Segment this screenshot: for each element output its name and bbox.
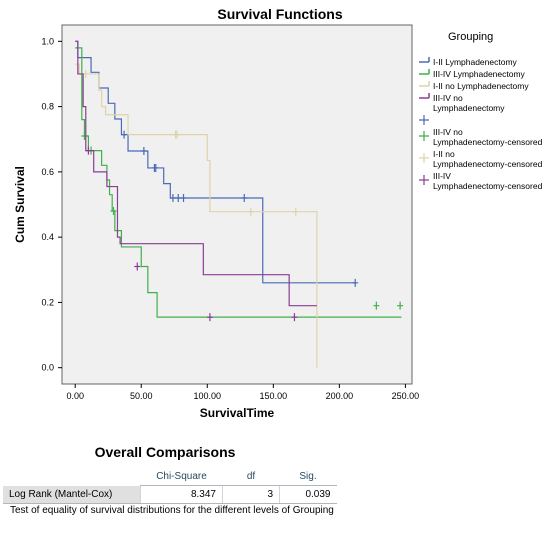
legend-label: III-IV no	[433, 93, 463, 103]
x-tick-label: 100.00	[194, 391, 222, 401]
column-header-sig: Sig.	[279, 468, 337, 486]
column-header-chi-square: Chi-Square	[140, 468, 223, 486]
censor-mark-2	[247, 207, 254, 216]
y-tick-label: 0.6	[41, 167, 54, 177]
legend-label: I-II no	[433, 149, 455, 159]
censor-mark-1	[81, 131, 88, 140]
censor-mark-1	[397, 301, 404, 310]
table-row: Log Rank (Mantel-Cox) 8.347 3 0.039	[3, 485, 337, 504]
row-label-log-rank: Log Rank (Mantel-Cox)	[3, 485, 141, 504]
plot-area	[61, 24, 413, 385]
y-tick-label: 0.8	[41, 102, 54, 112]
df-value: 3	[222, 485, 280, 504]
survival-chart: Survival Functions 0.0 0.2 0.4 0.6 0.8 1.0 0.00…	[13, 6, 543, 420]
legend-label: I-II no Lymphadenectomy	[433, 81, 529, 91]
censor-mark-2	[292, 207, 299, 216]
comparisons-footnote: Test of equality of survival distributio…	[10, 505, 334, 516]
legend-label: Lymphadenectomy-censored	[433, 159, 543, 169]
censor-mark-2	[173, 130, 180, 139]
censor-mark-0	[352, 278, 359, 287]
y-axis-label: Cum Survival	[13, 166, 27, 243]
y-tick-label: 1.0	[41, 36, 54, 46]
legend-label: III-IV Lymphadenectomy	[433, 69, 526, 79]
censor-mark-3	[85, 146, 92, 155]
legend-label: I-II Lymphadenectomy	[433, 57, 518, 67]
chart-title: Survival Functions	[217, 6, 342, 22]
censor-mark-2	[82, 69, 89, 78]
censor-mark-0	[175, 193, 182, 202]
y-tick-label: 0.4	[41, 232, 54, 242]
legend-label: III-IV	[433, 171, 451, 181]
censor-mark-3	[291, 313, 298, 322]
y-tick-label: 0.0	[41, 363, 54, 373]
censor-mark-0	[241, 193, 248, 202]
x-tick-label: 250.00	[392, 391, 420, 401]
chi-square-value: 8.347	[140, 485, 223, 504]
y-tick-label: 0.2	[41, 297, 54, 307]
legend-label: III-IV no	[433, 127, 463, 137]
censor-mark-0	[152, 163, 159, 172]
series-line-3	[75, 40, 317, 307]
legend-swatch	[419, 131, 429, 141]
censor-mark-1	[110, 207, 117, 216]
x-axis-label: SurvivalTime	[200, 406, 275, 420]
censor-mark-3	[134, 262, 141, 271]
legend-swatch	[419, 115, 429, 125]
x-tick-label: 50.00	[130, 391, 153, 401]
x-tick-label: 200.00	[326, 391, 354, 401]
table-header-row: Chi-Square df Sig.	[3, 468, 337, 486]
legend-label: Lymphadenectomy-censored	[433, 137, 543, 147]
legend-swatch	[419, 153, 429, 163]
legend-title: Grouping	[448, 31, 493, 43]
legend-label: Lymphadenectomy	[433, 103, 505, 113]
censor-mark-0	[180, 193, 187, 202]
legend-swatch	[419, 175, 429, 185]
x-tick-label: 0.00	[66, 391, 84, 401]
censor-mark-0	[169, 193, 176, 202]
series-line-0	[75, 40, 357, 284]
sig-value: 0.039	[279, 485, 337, 504]
comparisons-table: Chi-Square df Sig. Log Rank (Mantel-Cox)…	[3, 468, 337, 504]
censor-mark-3	[206, 313, 213, 322]
column-header-blank	[3, 468, 141, 486]
censor-mark-1	[373, 301, 380, 310]
series-line-2	[75, 63, 318, 368]
censor-mark-0	[121, 130, 128, 139]
column-header-df: df	[222, 468, 280, 486]
censor-mark-0	[140, 146, 147, 155]
legend-label: Lymphadenectomy-censored	[433, 181, 543, 191]
x-tick-label: 150.00	[260, 391, 288, 401]
comparisons-title: Overall Comparisons	[94, 444, 236, 460]
